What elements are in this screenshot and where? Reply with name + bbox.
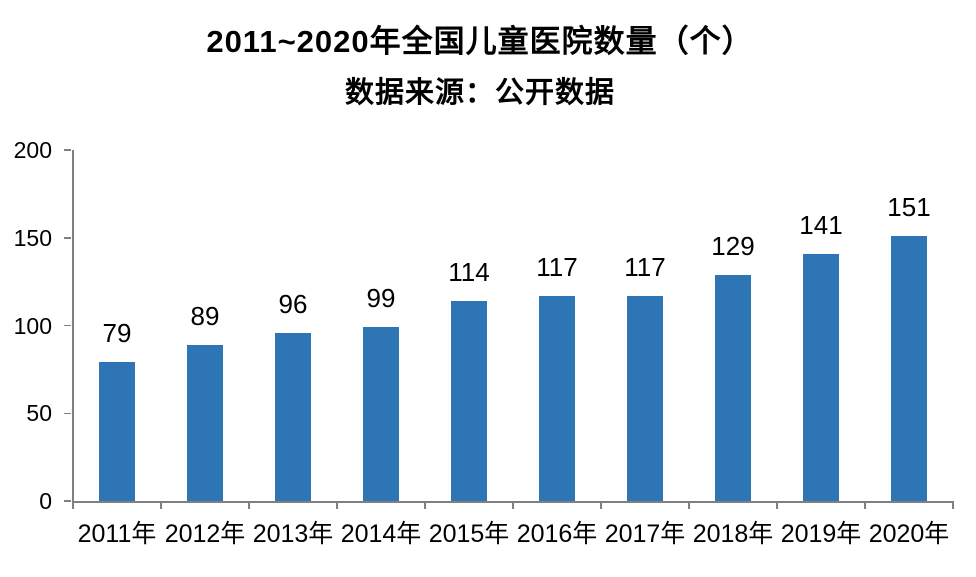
x-axis-category-label: 2016年: [516, 520, 598, 548]
bar-2017年: [627, 295, 663, 501]
x-axis-line: [72, 501, 954, 503]
bar-value-label: 89: [190, 300, 220, 331]
x-axis-tick: [600, 502, 602, 509]
y-axis-tick: [64, 500, 71, 502]
x-axis-tick: [336, 502, 338, 509]
bar-value-label: 129: [711, 230, 755, 261]
x-axis-tick: [952, 502, 954, 509]
bar-value-label: 114: [448, 256, 490, 287]
x-axis-tick: [688, 502, 690, 509]
bar-2015年: [451, 300, 487, 501]
bar-value-label: 99: [366, 283, 396, 314]
bar-2020年: [891, 235, 927, 501]
bar-value-label: 117: [536, 251, 578, 282]
y-axis-tick-label: 0: [39, 488, 52, 514]
bar-2016年: [539, 295, 575, 501]
plot-area: 0 50 100 150 200 79 89 96 99 114 117 117 129 141 151 …: [14, 137, 954, 548]
x-axis-category-label: 2018年: [692, 520, 774, 548]
bar-value-label: 96: [278, 288, 308, 319]
y-axis-tick-label: 100: [13, 312, 52, 339]
x-axis-tick: [248, 502, 250, 509]
bar-2014年: [363, 327, 399, 501]
bar-value-label: 117: [624, 251, 666, 282]
x-axis-tick: [864, 502, 866, 509]
y-axis-tick: [64, 324, 71, 327]
chart-subtitle: 数据来源：公开数据: [344, 77, 615, 109]
bar-2018年: [715, 274, 751, 501]
bar-2013年: [275, 332, 311, 501]
bar-2012年: [187, 344, 223, 501]
bar-value-label: 141: [799, 209, 843, 240]
x-axis-tick: [424, 502, 426, 509]
x-axis-category-label: 2015年: [428, 520, 510, 548]
bar-2019年: [803, 253, 839, 501]
bar-2011年: [99, 362, 135, 501]
y-axis-line: [72, 150, 74, 501]
x-axis-tick: [160, 502, 162, 509]
x-axis-category-label: 2019年: [780, 520, 862, 548]
x-axis-tick: [776, 502, 778, 509]
bar-value-label: 79: [102, 318, 132, 349]
x-axis-tick: [72, 502, 74, 509]
x-axis-category-label: 2020年: [868, 520, 950, 548]
y-axis-tick-label: 50: [26, 400, 52, 427]
x-axis-category-label: 2011年: [77, 520, 157, 548]
y-axis-tick-label: 150: [13, 224, 52, 251]
y-axis-tick: [64, 412, 71, 414]
y-axis-tick: [64, 237, 71, 239]
x-axis-category-label: 2014年: [340, 520, 422, 548]
x-axis-tick: [512, 502, 514, 509]
y-axis-tick: [64, 149, 71, 151]
x-axis-category-label: 2012年: [164, 520, 246, 548]
bar-value-label: 151: [887, 192, 931, 222]
x-axis-category-label: 2013年: [252, 520, 334, 548]
y-axis-tick-label: 200: [13, 137, 52, 163]
chart-title: 2011~2020年全国儿童医院数量（个）: [206, 24, 754, 59]
x-axis-category-label: 2017年: [604, 520, 686, 548]
